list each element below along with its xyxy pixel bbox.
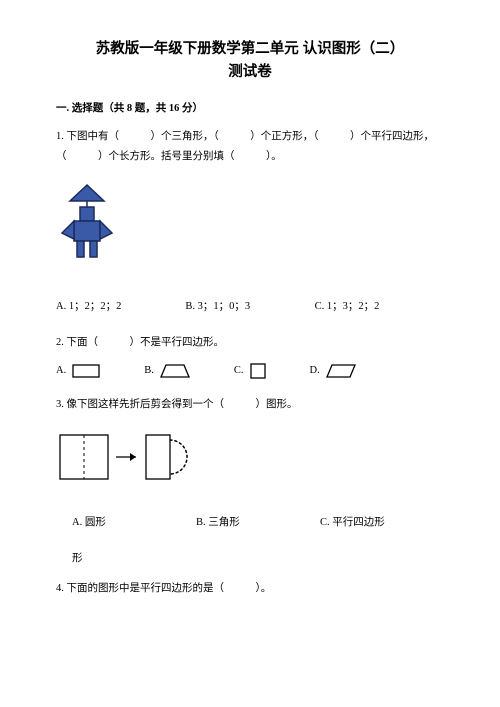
- q3-opt-a: A. 圆形: [72, 513, 196, 533]
- q1-opt-a: A. 1；2；2；2: [56, 297, 185, 317]
- q1-text: 1. 下图中有（ ）个三角形，（ ）个正方形，（ ）个平行四边形，（ ）个长方形…: [56, 127, 444, 167]
- q1-opt-c: C. 1；3；2；2: [315, 297, 444, 317]
- question-2: 2. 下面（ ）不是平行四边形。 A. B. C.: [56, 333, 444, 381]
- q1-options: A. 1；2；2；2 B. 3；1；0；3 C. 1；3；2；2: [56, 297, 444, 317]
- question-3: 3. 像下图这样先折后剪会得到一个（ ）图形。 A. 圆形 B. 三角形 C. …: [56, 395, 444, 569]
- q1-figure: [58, 183, 116, 259]
- q1-opt-b: B. 3；1；0；3: [185, 297, 314, 317]
- q2-shape-b: [160, 364, 190, 378]
- q3-text: 3. 像下图这样先折后剪会得到一个（ ）图形。: [56, 395, 444, 415]
- q2-label-d: D.: [310, 361, 320, 381]
- question-1: 1. 下图中有（ ）个三角形，（ ）个正方形，（ ）个平行四边形，（ ）个长方形…: [56, 127, 444, 317]
- q3-opt-b: B. 三角形: [196, 513, 320, 533]
- q2-shape-d: [326, 364, 356, 378]
- q2-label-b: B.: [144, 361, 154, 381]
- section-header: 一. 选择题（共 8 题，共 16 分）: [56, 100, 444, 115]
- q2-label-a: A.: [56, 361, 66, 381]
- title-line1: 苏教版一年级下册数学第二单元 认识图形（二）: [56, 38, 444, 61]
- q2-shape-a: [72, 364, 100, 378]
- page-title: 苏教版一年级下册数学第二单元 认识图形（二） 测试卷: [56, 38, 444, 84]
- q2-text: 2. 下面（ ）不是平行四边形。: [56, 333, 444, 353]
- q3-tail: 形: [72, 549, 444, 569]
- q3-figure: [58, 431, 208, 483]
- q2-figures: A. B. C. D.: [56, 361, 444, 381]
- q2-label-c: C.: [234, 361, 244, 381]
- question-4: 4. 下面的图形中是平行四边形的是（ ）。: [56, 579, 444, 599]
- q3-options: A. 圆形 B. 三角形 C. 平行四边形: [56, 513, 444, 533]
- q4-text: 4. 下面的图形中是平行四边形的是（ ）。: [56, 579, 444, 599]
- q2-shape-c: [250, 363, 266, 379]
- q3-opt-c: C. 平行四边形: [320, 513, 444, 533]
- title-line2: 测试卷: [56, 61, 444, 84]
